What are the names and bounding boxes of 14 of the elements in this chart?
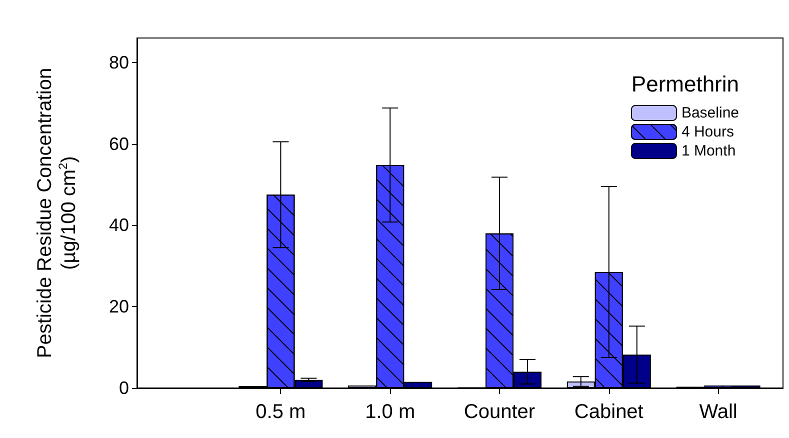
legend-label: Baseline [681,104,740,122]
legend-title: Permethrin [631,72,739,96]
x-tick-label: 1.0 m [365,401,416,423]
legend-label: 1 Month [681,142,736,160]
legend-label: 4 Hours [681,124,734,140]
y-tick-label: 20 [108,296,129,317]
x-tick-label: Counter [464,401,536,423]
x-tick-label: Cabinet [574,401,644,423]
y-tick-label: 80 [108,52,129,72]
y-tick-label: 60 [108,134,129,154]
y-tick-label: 0 [118,378,129,398]
y-tick-label: 40 [108,215,129,236]
x-tick-label: Wall [699,401,738,423]
x-tick-label: 0.5 m [256,401,306,423]
